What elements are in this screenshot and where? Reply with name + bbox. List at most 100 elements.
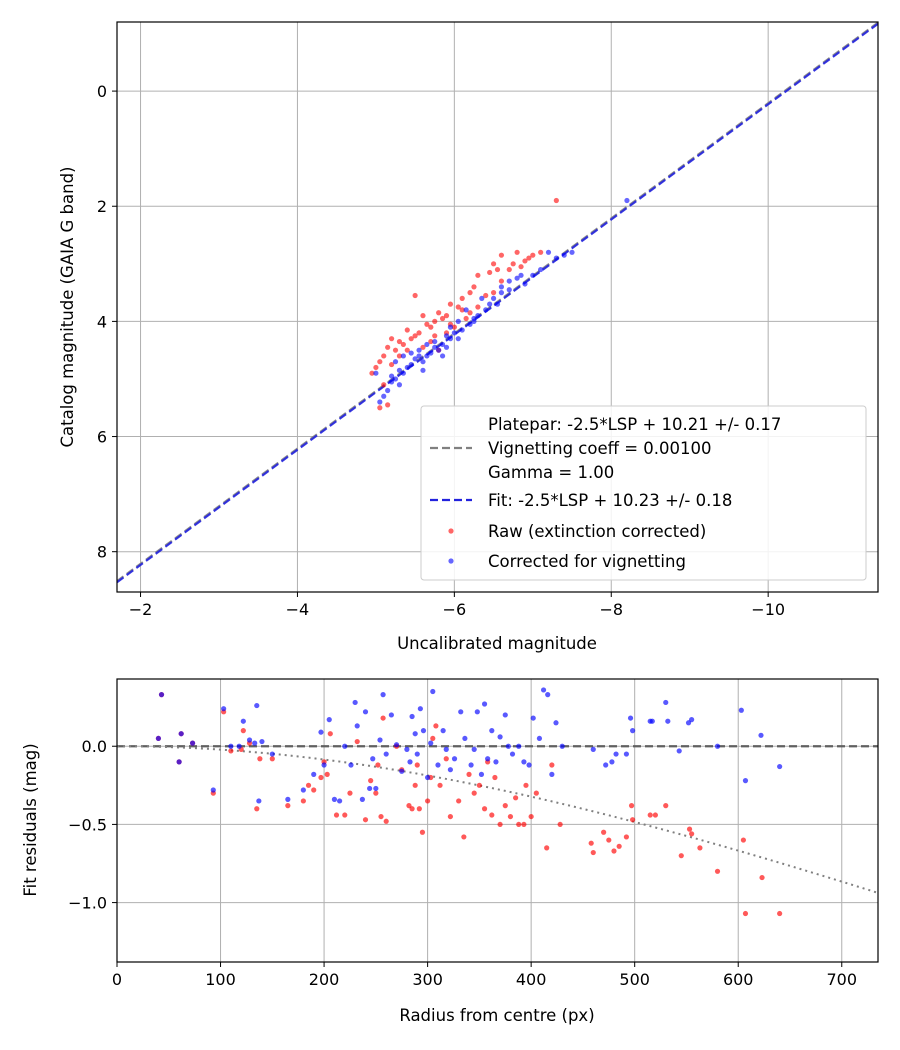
corrected-point bbox=[487, 301, 493, 307]
raw-point bbox=[404, 347, 410, 353]
x-tick-label: 500 bbox=[619, 970, 650, 989]
raw-point bbox=[467, 290, 473, 296]
corrected-point bbox=[417, 706, 423, 712]
raw-point bbox=[414, 762, 420, 768]
raw-point bbox=[506, 266, 512, 273]
raw-point bbox=[611, 848, 617, 854]
corrected-point bbox=[189, 740, 196, 746]
corrected-point bbox=[388, 373, 395, 379]
raw-point bbox=[697, 845, 703, 851]
corrected-point bbox=[613, 751, 619, 757]
corrected-point bbox=[425, 774, 431, 781]
raw-point bbox=[647, 812, 653, 818]
raw-point bbox=[240, 728, 246, 734]
corrected-point bbox=[408, 350, 414, 356]
raw-point bbox=[483, 292, 489, 299]
corrected-point bbox=[530, 272, 536, 278]
y-tick-label: −0.5 bbox=[68, 815, 107, 834]
corrected-point bbox=[468, 762, 474, 768]
raw-point bbox=[416, 330, 422, 336]
corrected-point bbox=[498, 290, 505, 296]
legend-fit-text: Fit: -2.5*LSP + 10.23 +/- 0.18 bbox=[488, 491, 732, 510]
corrected-point bbox=[742, 778, 749, 784]
raw-point bbox=[481, 806, 488, 812]
x-tick-label: −8 bbox=[599, 600, 623, 619]
raw-point bbox=[678, 853, 684, 859]
corrected-point bbox=[176, 759, 182, 765]
corrected-point bbox=[367, 785, 373, 792]
raw-point bbox=[354, 738, 360, 745]
raw-point bbox=[518, 264, 524, 270]
legend-corrected-marker bbox=[448, 558, 454, 564]
raw-point bbox=[254, 806, 260, 812]
raw-point bbox=[489, 812, 495, 818]
y-tick-label: 4 bbox=[97, 312, 107, 331]
corrected-point bbox=[414, 751, 420, 757]
corrected-point bbox=[439, 353, 446, 359]
raw-point bbox=[430, 735, 436, 742]
corrected-point bbox=[553, 720, 559, 726]
bottom-plot-frame bbox=[116, 678, 879, 963]
legend-gamma-text: Gamma = 1.00 bbox=[488, 463, 614, 482]
raw-point bbox=[416, 806, 422, 812]
bottom-model-lines bbox=[117, 745, 878, 894]
corrected-point bbox=[463, 307, 469, 313]
corrected-point bbox=[246, 737, 253, 743]
raw-point bbox=[623, 834, 630, 840]
raw-point bbox=[447, 813, 453, 820]
raw-point bbox=[369, 370, 375, 376]
raw-point bbox=[433, 723, 439, 729]
corrected-point bbox=[506, 287, 512, 293]
corrected-point bbox=[396, 367, 403, 373]
corrected-point bbox=[326, 717, 332, 723]
raw-point bbox=[714, 868, 721, 874]
raw-point bbox=[516, 821, 522, 828]
raw-point bbox=[362, 817, 369, 823]
corrected-point bbox=[393, 742, 400, 748]
x-tick-label: 700 bbox=[826, 970, 857, 989]
corrected-point bbox=[407, 759, 413, 765]
y-tick-label: 0 bbox=[97, 82, 107, 101]
raw-point bbox=[466, 771, 472, 777]
corrected-point bbox=[516, 743, 522, 749]
corrected-point bbox=[373, 370, 379, 376]
y-tick-label: 0.0 bbox=[82, 737, 107, 756]
corrected-point bbox=[385, 387, 391, 394]
raw-point bbox=[590, 849, 596, 856]
corrected-point bbox=[624, 197, 630, 204]
raw-point bbox=[652, 812, 658, 818]
raw-point bbox=[404, 327, 410, 333]
top-y-axis-label: Catalog magnitude (GAIA G band) bbox=[58, 167, 77, 448]
corrected-point bbox=[373, 785, 379, 792]
corrected-point bbox=[538, 266, 544, 273]
raw-point bbox=[530, 252, 536, 258]
raw-point bbox=[420, 313, 426, 319]
corrected-point bbox=[458, 709, 464, 715]
corrected-point bbox=[254, 702, 260, 709]
corrected-point bbox=[342, 743, 348, 749]
raw-point bbox=[514, 249, 520, 255]
corrected-point bbox=[514, 275, 520, 281]
raw-point bbox=[432, 318, 438, 324]
corrected-point bbox=[420, 359, 426, 365]
bottom-axis-ticks: 0 100 200 300 400 500 600 700 0.0 −0.5 −1.0 bbox=[68, 737, 857, 989]
corrected-point bbox=[506, 278, 512, 284]
legend-box bbox=[420, 405, 867, 581]
raw-point bbox=[436, 310, 442, 316]
corrected-point bbox=[545, 692, 551, 698]
raw-point bbox=[686, 826, 693, 832]
corrected-point bbox=[409, 713, 415, 720]
corrected-point bbox=[252, 740, 258, 746]
corrected-point bbox=[738, 707, 744, 713]
raw-point bbox=[342, 812, 348, 818]
corrected-point bbox=[412, 731, 418, 737]
legend-raw-marker bbox=[448, 528, 454, 534]
corrected-point bbox=[479, 295, 485, 301]
x-tick-label: −10 bbox=[751, 600, 785, 619]
corrected-point bbox=[758, 732, 764, 738]
raw-point bbox=[437, 782, 443, 788]
raw-point bbox=[533, 790, 539, 796]
raw-point bbox=[601, 829, 607, 835]
raw-point bbox=[628, 803, 635, 809]
